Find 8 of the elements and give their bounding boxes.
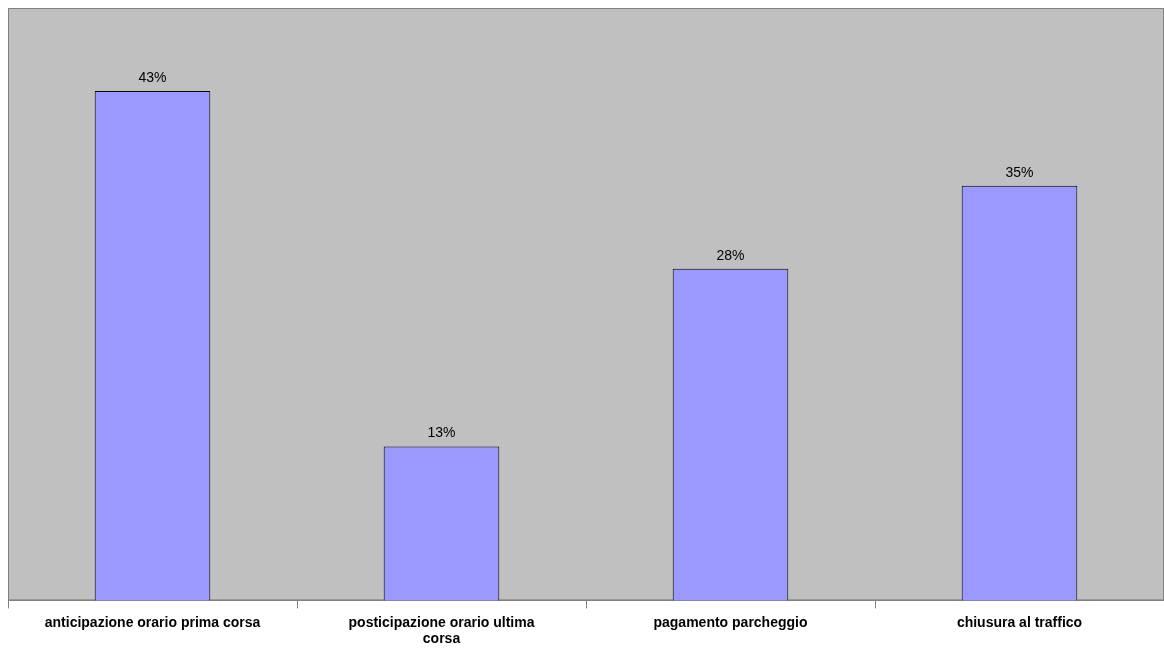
x-tick-label: anticipazione orario prima corsa — [44, 613, 261, 630]
data-label: 43% — [138, 68, 167, 85]
data-label: 28% — [716, 246, 745, 263]
data-label: 35% — [1005, 163, 1034, 180]
x-tick-label: chiusura al traffico — [956, 613, 1083, 630]
x-tick-label: posticipazione orario ultima corsa — [348, 613, 535, 647]
data-label: 13% — [427, 424, 456, 441]
x-tick-label: pagamento parcheggio — [653, 613, 808, 630]
